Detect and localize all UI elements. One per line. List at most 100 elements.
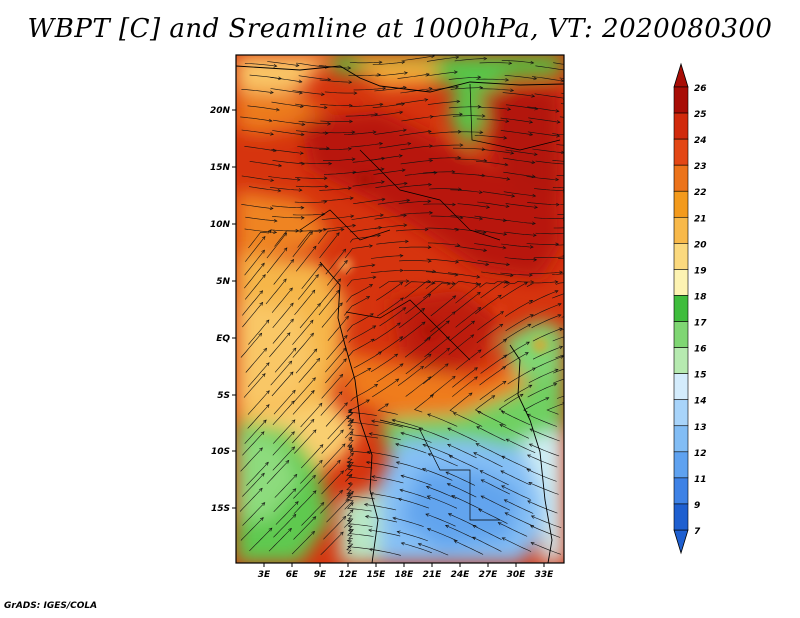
streamline-arrow — [270, 178, 275, 182]
streamline — [327, 260, 348, 286]
streamline — [297, 274, 319, 300]
streamline — [424, 347, 450, 369]
streamline — [365, 516, 398, 523]
streamline-arrow — [589, 308, 592, 311]
streamline-arrow — [309, 231, 313, 235]
streamline-arrow — [532, 193, 537, 198]
streamline — [481, 271, 514, 276]
lat-label: 15N — [210, 163, 231, 173]
streamline-arrow — [277, 188, 282, 193]
streamline-arrow — [323, 176, 328, 180]
streamline — [427, 101, 460, 105]
streamline — [296, 62, 329, 68]
streamline — [450, 87, 483, 90]
streamline-arrow — [289, 287, 293, 292]
streamline-arrow — [382, 86, 387, 91]
streamline-arrow — [584, 279, 587, 282]
streamline-arrow — [291, 389, 296, 394]
streamline-arrow — [350, 214, 355, 219]
streamline-arrow — [261, 235, 266, 240]
streamline-arrow — [400, 297, 404, 302]
streamline-arrow — [433, 170, 438, 175]
streamline-arrow — [530, 542, 535, 546]
streamline — [327, 415, 350, 440]
lat-label: 10S — [211, 447, 230, 457]
streamline-arrow — [365, 399, 370, 403]
streamline — [527, 202, 560, 205]
coastlines-borders — [236, 65, 564, 563]
streamline — [368, 529, 401, 537]
streamline-arrow — [451, 281, 456, 286]
colorbar-label: 19 — [694, 266, 707, 276]
colorbar-label: 22 — [694, 188, 707, 198]
streamline-arrow — [351, 130, 356, 135]
streamline-arrow — [399, 254, 404, 258]
streamline — [294, 229, 327, 232]
streamline-arrow — [323, 228, 328, 232]
streamline-arrow — [347, 66, 352, 70]
streamline-arrow — [585, 389, 588, 392]
streamline-arrow — [350, 452, 354, 457]
streamlines — [239, 55, 592, 556]
streamline-arrow — [585, 145, 588, 148]
streamline-arrow — [502, 245, 507, 250]
streamline — [480, 281, 508, 299]
streamline — [245, 236, 266, 262]
streamline — [527, 106, 559, 112]
streamline — [423, 363, 449, 385]
streamline-arrow — [587, 254, 590, 257]
streamline-arrow — [380, 167, 385, 171]
streamline — [274, 347, 297, 373]
streamline — [503, 157, 535, 163]
streamline — [481, 88, 514, 91]
streamline-arrow — [371, 475, 376, 479]
streamline-arrow — [319, 444, 324, 448]
streamline-arrow — [533, 258, 538, 262]
streamline-arrow — [369, 244, 373, 248]
streamline — [477, 411, 507, 426]
streamline-arrow — [349, 502, 354, 506]
streamline — [479, 470, 509, 486]
streamline — [430, 113, 463, 118]
streamline — [349, 234, 381, 243]
streamline-arrow — [453, 540, 458, 544]
colorbar-segment — [673, 399, 689, 427]
colorbar-segment — [673, 86, 689, 114]
streamline-arrow — [374, 112, 379, 117]
colorbar-arrow-bottom — [673, 529, 689, 555]
streamline — [347, 338, 375, 358]
streamline-arrow — [444, 363, 449, 367]
streamline — [527, 383, 557, 398]
colorbar-segment — [673, 347, 689, 374]
streamline-arrow — [262, 419, 267, 424]
colorbar-label: 21 — [694, 214, 707, 224]
streamline — [379, 307, 406, 327]
streamline-arrow — [328, 161, 333, 166]
streamline-arrow — [403, 223, 408, 227]
streamline — [272, 160, 305, 165]
streamline-arrow — [583, 348, 586, 351]
streamline-arrow — [505, 438, 510, 442]
streamline — [560, 204, 564, 205]
streamline-arrow — [425, 513, 430, 517]
streamline-arrow — [501, 537, 506, 541]
streamline-arrow — [400, 542, 405, 546]
streamline — [320, 278, 341, 304]
streamline-arrow — [505, 119, 510, 123]
streamline — [530, 542, 561, 555]
streamline-arrow — [564, 163, 567, 166]
streamline-arrow — [286, 332, 291, 336]
streamline-arrow — [351, 157, 356, 162]
streamline-arrow — [292, 347, 297, 352]
streamline — [344, 509, 354, 528]
streamline — [392, 517, 424, 527]
streamline — [345, 113, 378, 117]
streamline-arrow — [451, 311, 456, 315]
streamline — [424, 336, 450, 358]
streamline — [429, 188, 462, 190]
streamline-arrow — [586, 241, 589, 244]
streamline — [477, 201, 510, 207]
streamline — [248, 319, 270, 345]
streamline — [269, 332, 291, 358]
streamline — [350, 143, 383, 148]
